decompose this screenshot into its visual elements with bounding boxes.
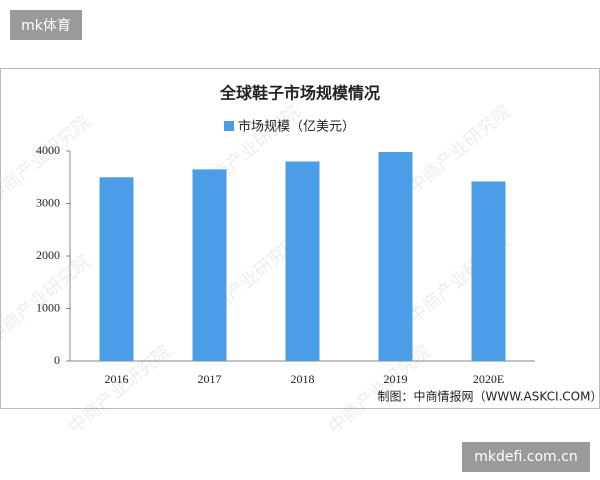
watermark: 中商产业研究院 xyxy=(195,101,305,198)
bottom-tag: mkdefi.com.cn xyxy=(462,442,590,472)
x-tick-label: 2018 xyxy=(291,372,315,386)
y-tick-label: 4000 xyxy=(36,143,60,157)
watermark: 中商产业研究院 xyxy=(65,341,175,438)
chart-title: 全球鞋子市场规模情况 xyxy=(219,84,380,103)
y-tick-label: 1000 xyxy=(36,300,60,314)
x-tick-label: 2020E xyxy=(473,372,504,386)
y-tick-label: 0 xyxy=(54,353,60,367)
bar xyxy=(471,181,506,361)
y-tick-label: 3000 xyxy=(36,195,60,209)
x-tick-label: 2019 xyxy=(384,372,408,386)
bar xyxy=(99,177,134,361)
source: 制图：中商情报网（WWW.ASKCI.COM） xyxy=(378,389,600,404)
bar xyxy=(192,169,227,361)
legend-label: 市场规模（亿美元） xyxy=(238,119,355,135)
x-tick-label: 2016 xyxy=(105,372,129,386)
top-tag: mk体育 xyxy=(10,10,82,40)
y-tick-label: 2000 xyxy=(36,248,60,262)
legend-swatch xyxy=(224,121,234,131)
watermark: 中商产业研究院 xyxy=(405,231,515,328)
watermark: 中商产业研究院 xyxy=(405,101,515,198)
bar xyxy=(378,152,413,361)
bar xyxy=(285,161,320,361)
x-tick-label: 2017 xyxy=(198,372,222,386)
chart-frame xyxy=(0,68,600,409)
watermark: 中商产业研究院 xyxy=(325,341,435,438)
watermark: 中商产业研究院 xyxy=(195,231,305,328)
watermark: 中商产业研究院 xyxy=(0,251,95,348)
watermark: 中商产业研究院 xyxy=(0,111,95,208)
